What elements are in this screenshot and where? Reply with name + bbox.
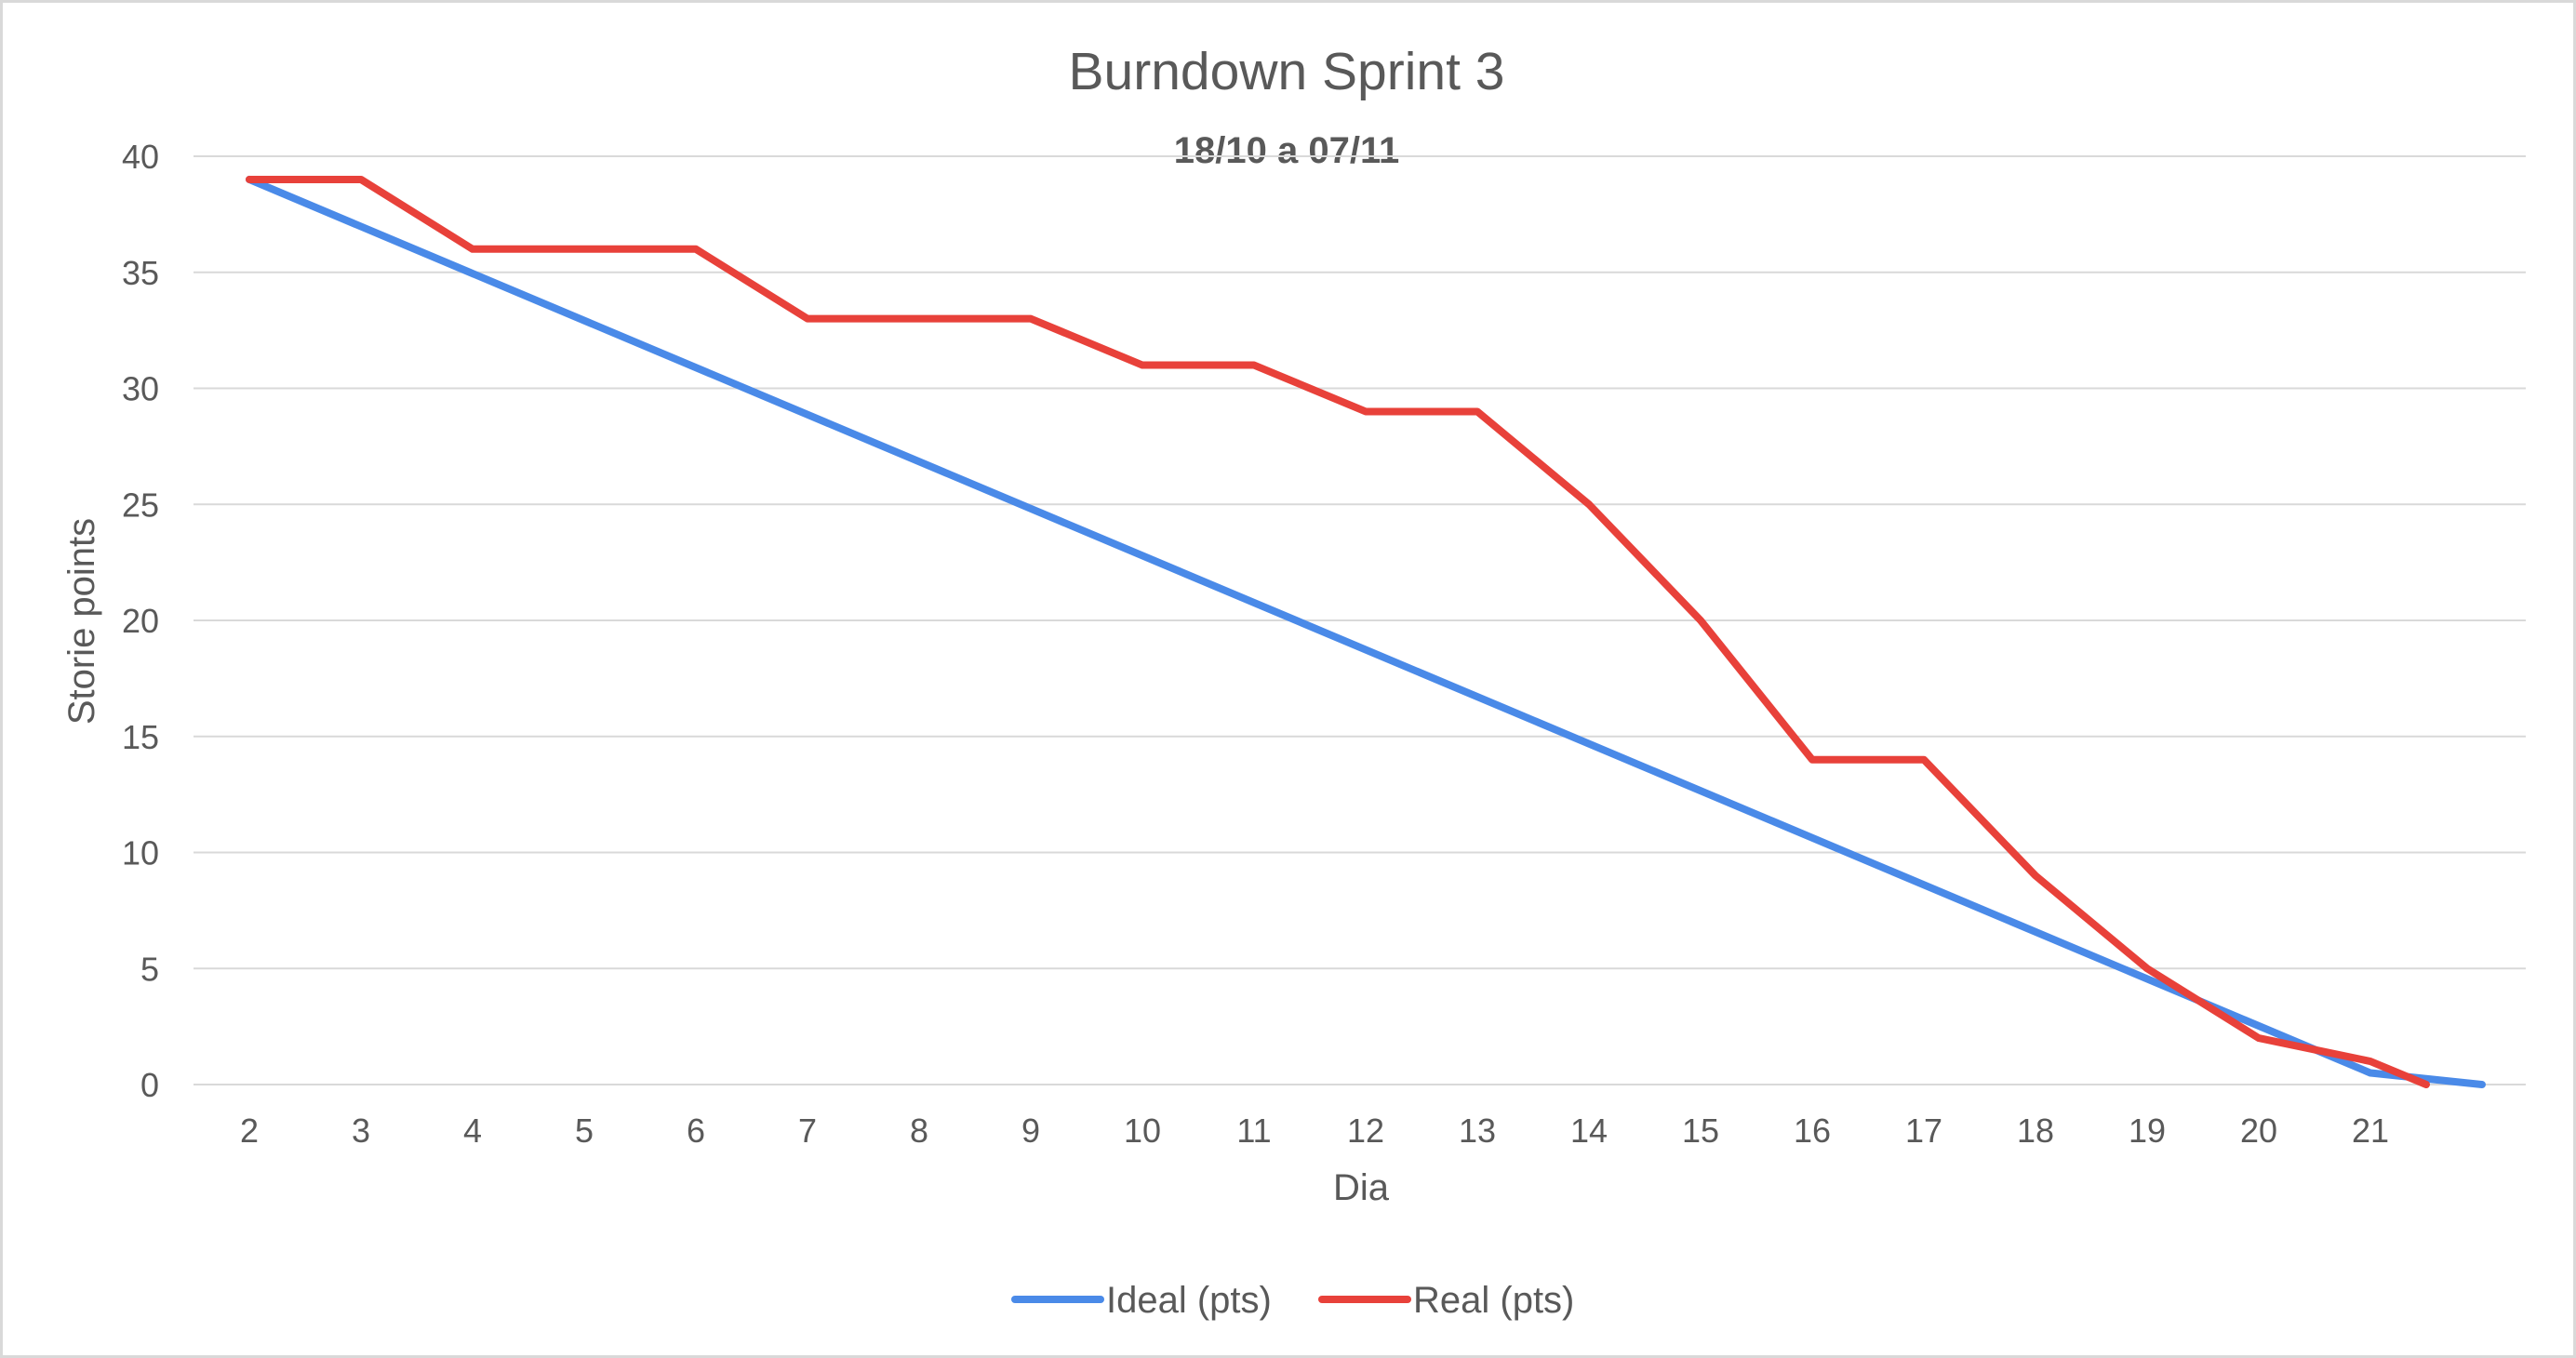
x-tick-label: 14 — [1570, 1112, 1608, 1150]
x-tick-label: 3 — [352, 1112, 370, 1150]
x-tick-label: 4 — [463, 1112, 482, 1150]
x-tick-label: 10 — [1124, 1112, 1161, 1150]
gridlines — [194, 155, 2526, 1085]
legend: Ideal (pts) Real (pts) — [1011, 1280, 1574, 1321]
x-tick-label: 15 — [1682, 1112, 1719, 1150]
x-tick-label: 19 — [2129, 1112, 2166, 1150]
y-tick-label: 35 — [122, 254, 159, 292]
y-tick-label: 0 — [140, 1066, 159, 1104]
y-axis-ticks: 0 5 10 15 20 25 30 35 40 — [122, 138, 159, 1104]
y-axis-label: Storie points — [61, 518, 102, 725]
legend-label: Ideal (pts) — [1106, 1280, 1272, 1321]
x-tick-label: 21 — [2352, 1112, 2389, 1150]
series-line-real — [246, 175, 2430, 1088]
x-axis-ticks: 2 3 4 5 6 7 8 9 10 11 12 13 14 15 16 17 18 19 20 21 — [240, 1112, 2389, 1150]
x-tick-label: 6 — [687, 1112, 705, 1150]
y-tick-label: 5 — [140, 950, 159, 988]
x-tick-label: 13 — [1459, 1112, 1496, 1150]
x-tick-label: 11 — [1236, 1112, 1271, 1150]
series-line-ideal — [246, 175, 2486, 1088]
chart-svg: Burndown Sprint 3 18/10 a 07/11 05101520… — [61, 42, 2526, 1321]
x-tick-label: 20 — [2240, 1112, 2277, 1150]
x-tick-label: 2 — [240, 1112, 259, 1150]
y-tick-label: 20 — [122, 602, 159, 640]
chart-title: Burndown Sprint 3 — [1069, 42, 1505, 101]
y-tick-label: 40 — [122, 138, 159, 176]
x-tick-label: 16 — [1794, 1112, 1831, 1150]
y-tick-label: 30 — [122, 370, 159, 408]
y-tick-label: 15 — [122, 718, 159, 756]
x-tick-label: 8 — [910, 1112, 928, 1150]
y-tick-label: 10 — [122, 834, 159, 872]
x-tick-label: 7 — [798, 1112, 817, 1150]
chart-subtitle: 18/10 a 07/11 — [1174, 130, 1399, 171]
y-tick-label: 25 — [122, 486, 159, 524]
x-tick-label: 9 — [1021, 1112, 1040, 1150]
x-axis-label: Dia — [1333, 1167, 1390, 1208]
x-tick-label: 12 — [1347, 1112, 1384, 1150]
x-tick-label: 5 — [575, 1112, 594, 1150]
x-tick-label: 17 — [1905, 1112, 1942, 1150]
x-tick-label: 18 — [2017, 1112, 2054, 1150]
series-lines — [246, 175, 2486, 1088]
legend-label: Real (pts) — [1413, 1280, 1574, 1321]
